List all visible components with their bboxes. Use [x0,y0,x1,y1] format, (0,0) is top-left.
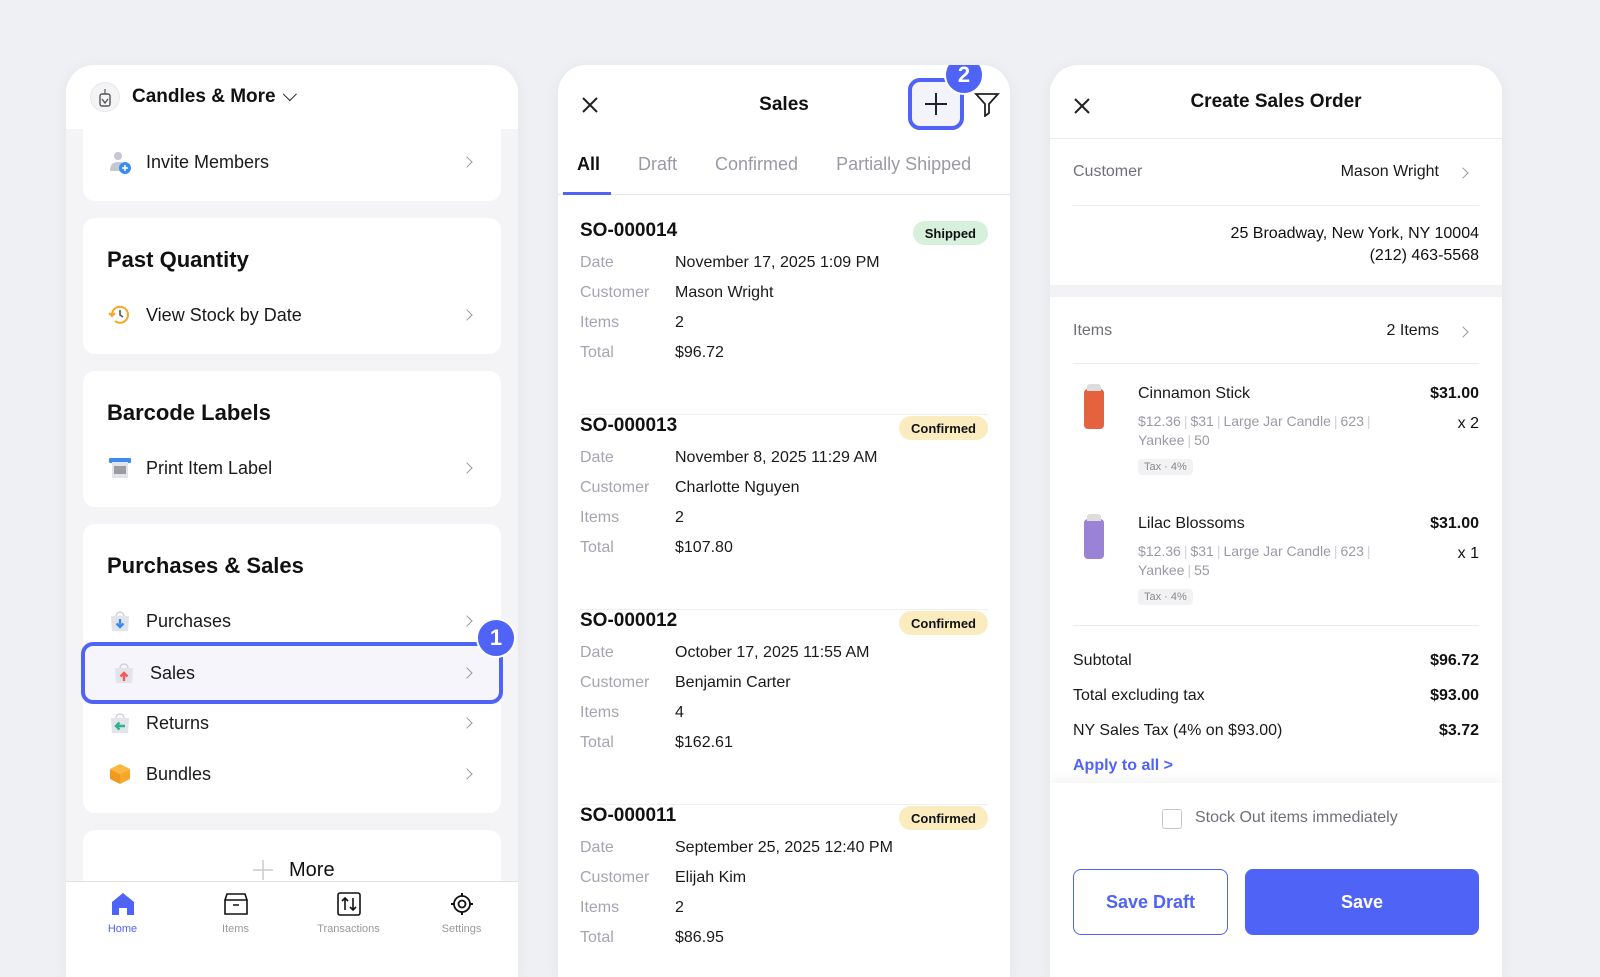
plus-icon [253,860,273,880]
status-badge: Confirmed [899,416,988,440]
store-logo-icon [90,82,120,112]
order-form-header: Create Sales Order [1050,65,1502,139]
status-tabs: All Draft Confirmed Partially Shipped [558,145,1010,195]
bundles-row[interactable]: Bundles [83,751,501,797]
order-card[interactable]: SO-000012 Confirmed Date October 17, 2025… [580,610,988,805]
order-card[interactable]: SO-000013 Confirmed Date November 8, 2025… [580,415,988,610]
store-name: Candles & More [132,86,276,107]
box-icon [223,893,248,915]
order-form-footer: Stock Out items immediately Save Draft S… [1050,783,1502,977]
view-stock-by-date-row[interactable]: View Stock by Date [83,292,501,338]
tab-draft[interactable]: Draft [638,154,678,174]
bottom-tab-bar: Home Items Transactions Settings [66,881,518,977]
customer-address: 25 Broadway, New York, NY 10004 (212) 46… [1230,225,1479,264]
divider [1073,363,1479,364]
home-screen: Candles & More Invite Members Past Quant… [66,65,518,977]
tab-settings[interactable]: Settings [405,882,518,977]
tab-all[interactable]: All [577,154,601,174]
line-item[interactable]: Lilac Blossoms $12.36 | $31 | Large Jar Cand… [1050,505,1502,625]
create-sales-order-screen: Create Sales Order Customer Mason Wright… [1050,65,1502,977]
apply-to-all-link[interactable]: Apply to all > [1073,757,1174,774]
more-button[interactable]: More [251,858,335,882]
chevron-right-icon [461,462,473,474]
purchases-row[interactable]: Purchases [83,598,501,644]
tab-items[interactable]: Items [179,882,292,977]
candle-thumbnail [1084,384,1104,429]
section-title: Purchases & Sales [107,553,304,578]
history-clock-icon [107,302,133,328]
transfer-icon [336,892,361,916]
customer-row[interactable]: Customer Mason Wright [1073,139,1479,205]
gear-icon [450,893,473,915]
add-user-icon [107,149,133,175]
page-title: Sales [759,94,809,115]
home-icon [111,893,134,915]
invite-members-row[interactable]: Invite Members [83,139,501,185]
stock-out-checkbox[interactable] [1162,809,1182,829]
plus-icon [925,93,947,115]
tab-partially-shipped[interactable]: Partially Shipped [836,154,972,174]
save-button[interactable]: Save [1245,869,1479,935]
chevron-right-icon [461,717,473,729]
page-title: Create Sales Order [1190,90,1362,112]
section-title: Past Quantity [107,247,249,272]
chevron-right-icon [461,309,473,321]
print-item-label-row[interactable]: Print Item Label [83,445,501,491]
order-card[interactable]: SO-000014 Shipped Date November 17, 2025 … [580,220,988,415]
bag-return-icon [107,710,133,736]
barcode-printer-icon [107,455,133,481]
returns-row[interactable]: Returns [83,700,501,746]
bundle-box-icon [107,761,133,787]
chevron-right-icon [461,768,473,780]
chevron-right-icon [461,667,473,679]
tax-chip: Tax · 4% [1138,459,1193,475]
section-title: Barcode Labels [107,400,271,425]
store-header[interactable]: Candles & More [66,65,518,129]
invite-card: Invite Members [83,129,501,201]
tab-home[interactable]: Home [66,882,179,977]
sales-screen: Sales 2 All Draft Confirmed Partially Sh… [558,65,1010,977]
items-row[interactable]: Items 2 Items [1073,297,1479,363]
tax-chip: Tax · 4% [1138,589,1193,605]
order-card[interactable]: SO-000011 Confirmed Date September 25, 20… [580,805,988,977]
barcode-labels-card: Barcode Labels Print Item Label [83,371,501,507]
bag-down-icon [107,608,133,634]
status-badge: Confirmed [899,611,988,635]
close-icon[interactable] [1072,96,1092,116]
purchases-sales-card: Purchases & Sales Purchases Sales Return… [81,524,503,813]
divider [1073,205,1479,206]
section-gap [1050,285,1502,297]
close-icon[interactable] [580,95,600,115]
filter-icon[interactable] [974,91,1000,117]
sales-row[interactable]: Sales [81,642,503,704]
status-badge: Shipped [912,221,988,245]
tab-transactions[interactable]: Transactions [292,882,405,977]
bag-up-icon [111,660,137,686]
status-badge: Confirmed [899,806,988,830]
active-tab-indicator [563,192,611,195]
chevron-right-icon [461,615,473,627]
sales-header: Sales 2 [558,65,1010,145]
chevron-right-icon [1457,326,1469,338]
line-item[interactable]: Cinnamon Stick $12.36 | $31 | Large Jar Cand… [1050,375,1502,495]
tab-confirmed[interactable]: Confirmed [715,154,799,174]
step-badge: 1 [476,618,516,658]
save-draft-button[interactable]: Save Draft [1073,869,1228,935]
past-quantity-card: Past Quantity View Stock by Date [83,218,501,354]
candle-thumbnail [1084,514,1104,559]
chevron-down-icon [282,87,297,102]
chevron-right-icon [1457,167,1469,179]
chevron-right-icon [461,156,473,168]
divider [1073,625,1479,626]
